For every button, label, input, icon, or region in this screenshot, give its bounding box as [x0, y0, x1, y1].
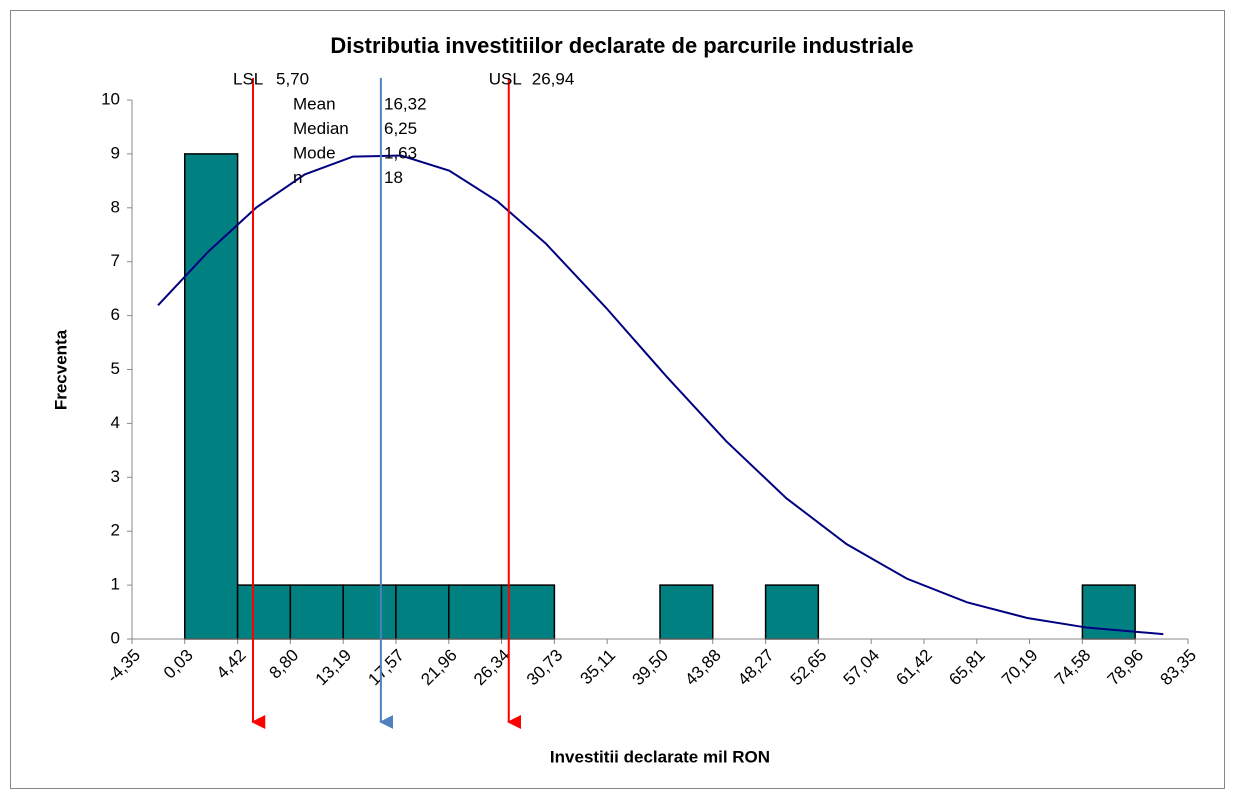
- bar: [183, 153, 239, 640]
- reference-label: 26,94: [532, 69, 575, 88]
- bar: [395, 584, 450, 640]
- stat-value: 18: [384, 168, 403, 187]
- chart-title: Distributia investitiilor declarate de p…: [330, 33, 913, 58]
- y-tick-label: 3: [111, 467, 120, 486]
- stat-name: n: [293, 168, 302, 187]
- x-axis-title: Investitii declarate mil RON: [550, 747, 770, 766]
- y-axis-title: Frecventa: [51, 329, 70, 410]
- stat-name: Median: [293, 119, 349, 138]
- y-tick-label: 9: [111, 143, 120, 162]
- stat-value: 1,63: [384, 143, 417, 162]
- bar: [342, 584, 397, 640]
- bar: [289, 584, 344, 640]
- y-tick-label: 2: [111, 521, 120, 540]
- y-tick-label: 6: [111, 305, 120, 324]
- stat-name: Mode: [293, 143, 336, 162]
- y-tick-label: 1: [111, 575, 120, 594]
- normal-curve: [157, 154, 1164, 636]
- y-tick-label: 5: [111, 359, 120, 378]
- stat-name: Mean: [293, 94, 336, 113]
- bar: [659, 584, 714, 640]
- stat-value: 16,32: [384, 94, 427, 113]
- y-tick-label: 10: [101, 89, 120, 108]
- reference-name: LSL: [233, 69, 263, 88]
- bar: [764, 584, 820, 640]
- reference-name: USL: [489, 69, 522, 88]
- bar: [500, 584, 556, 640]
- reference-label: 5,70: [276, 69, 309, 88]
- y-tick-label: 7: [111, 251, 120, 270]
- bar: [448, 584, 503, 640]
- y-tick-label: 4: [111, 413, 120, 432]
- bar: [236, 584, 292, 640]
- y-tick-label: 0: [111, 628, 120, 647]
- y-tick-label: 8: [111, 197, 120, 216]
- stat-value: 6,25: [384, 119, 417, 138]
